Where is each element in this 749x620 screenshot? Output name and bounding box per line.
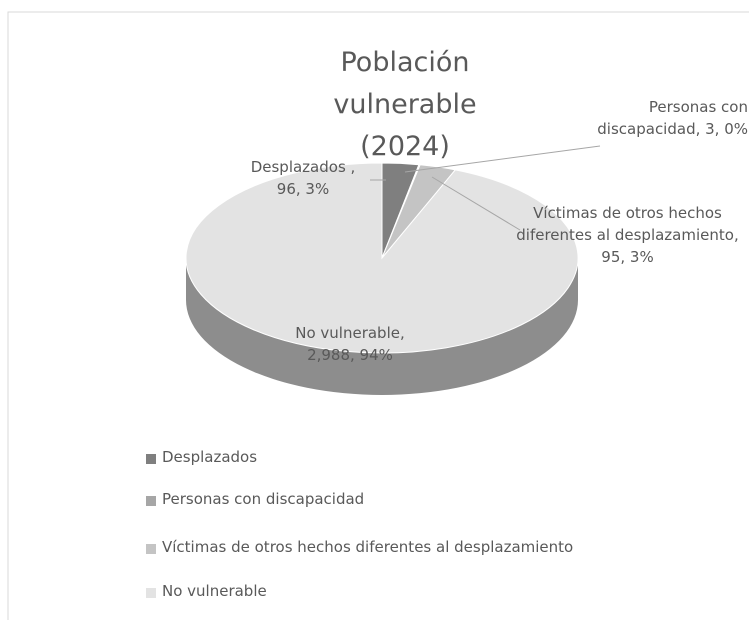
legend-swatch — [146, 454, 156, 464]
legend-label: Víctimas de otros hechos diferentes al d… — [162, 538, 574, 556]
leader-line — [431, 176, 521, 231]
data-label: Víctimas de otros hechos diferentes al d… — [516, 204, 739, 266]
legend-label: Personas con discapacidad — [162, 490, 365, 508]
data-label: No vulnerable, 2,988, 94% — [295, 324, 405, 364]
chart-title: Población vulnerable (2024) — [333, 47, 477, 162]
slice-side — [186, 258, 578, 395]
legend-label: Desplazados — [162, 448, 258, 466]
pie — [185, 162, 579, 395]
legend-swatch — [146, 588, 156, 598]
legend-swatch — [146, 544, 156, 554]
data-label: Desplazados , 96, 3% — [250, 158, 356, 198]
leader-line — [404, 145, 601, 173]
data-label: Personas con discapacidad, 3, 0% — [597, 98, 748, 138]
chart-border — [7, 11, 749, 620]
legend-label: No vulnerable — [162, 582, 267, 600]
slice — [185, 162, 579, 354]
legend-swatch — [146, 496, 156, 506]
